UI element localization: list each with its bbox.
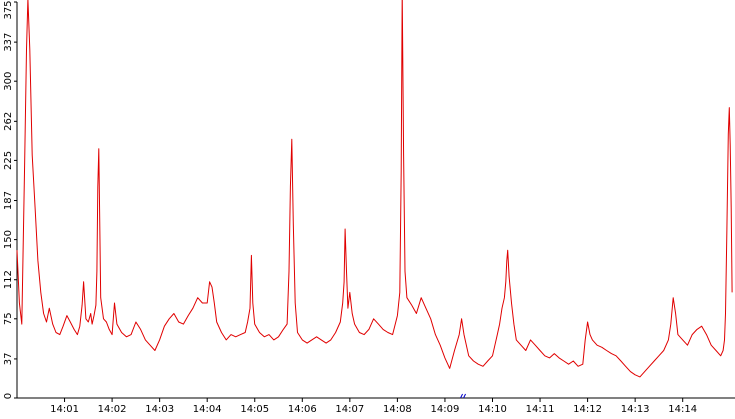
axes (16, 2, 735, 399)
y-tick-label: 375 (3, 0, 14, 19)
y-tick-label: 337 (3, 33, 14, 52)
x-tick-label: 14:07 (335, 404, 364, 415)
y-tick-label: 225 (3, 151, 14, 170)
x-tick-label: 14:05 (240, 404, 269, 415)
y-tick-label: 300 (3, 72, 14, 91)
y-tick-label: 187 (3, 191, 14, 210)
series-line (16, 0, 733, 378)
series-layer (16, 0, 733, 378)
x-tick-label: 14:09 (431, 404, 460, 415)
y-tick-label: 150 (3, 230, 14, 249)
x-tick-label: 14:08 (383, 404, 412, 415)
x-tick-label: 14:13 (621, 404, 650, 415)
y-tick-label: 112 (3, 270, 14, 289)
x-tick-label: 14:01 (50, 404, 79, 415)
x-tick-label: 14:14 (668, 404, 697, 415)
x-tick-label: 14:11 (526, 404, 555, 415)
y-tick-label: 75 (3, 312, 14, 325)
x-tick-label: 14:03 (145, 404, 174, 415)
x-tick-label: 14:02 (98, 404, 127, 415)
x-tick-label: 14:12 (573, 404, 602, 415)
y-tick-label: 37 (3, 353, 14, 366)
x-tick-label: 14:10 (478, 404, 507, 415)
y-tick-label: 262 (3, 112, 14, 131)
y-tick-label: 0 (3, 393, 14, 399)
x-tick-label: 14:04 (193, 404, 222, 415)
x-tick-label: 14:06 (288, 404, 317, 415)
y-axis-ticks: 0 37 75 112 150 187 225 262 300 337 375 (3, 0, 17, 399)
x-axis-ticks: 14:01 14:02 14:03 14:04 14:05 14:06 14:07 14:08… (50, 393, 697, 415)
axis-marker-icon (460, 393, 466, 399)
